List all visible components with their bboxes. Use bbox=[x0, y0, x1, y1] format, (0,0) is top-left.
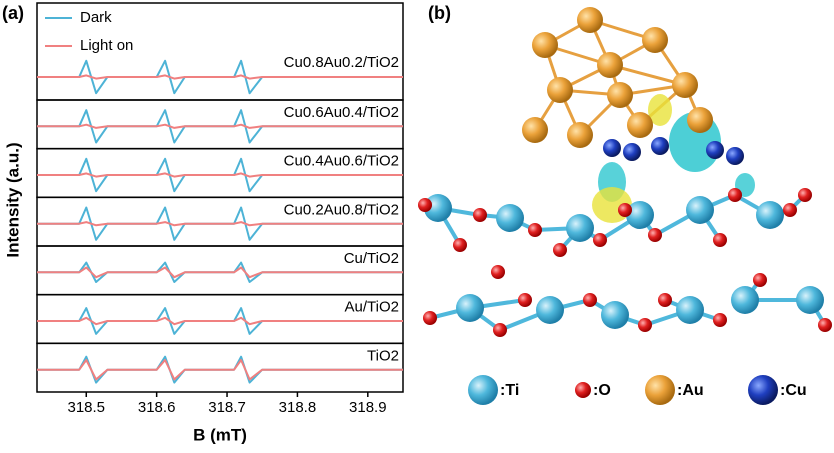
sample-label: TiO2 bbox=[367, 347, 399, 364]
x-tick-label: 318.8 bbox=[279, 399, 317, 416]
legend-label: :Ti bbox=[500, 382, 519, 399]
x-tick-label: 318.7 bbox=[208, 399, 246, 416]
spectrum-line bbox=[37, 266, 403, 279]
spectrum-line bbox=[37, 74, 403, 80]
subplot-frame bbox=[36, 342, 404, 393]
legend-label: :Au bbox=[677, 382, 704, 399]
sample-label: Cu0.2Au0.8/TiO2 bbox=[284, 201, 399, 218]
panel-label: (a) bbox=[2, 3, 24, 23]
legend-label: Light on bbox=[80, 37, 133, 54]
legend-label: Dark bbox=[80, 9, 112, 26]
spectrum-line bbox=[37, 172, 403, 178]
spectrum-line bbox=[37, 316, 403, 326]
x-tick-label: 318.9 bbox=[349, 399, 387, 416]
structure bbox=[418, 7, 832, 405]
legend-label: :Cu bbox=[780, 382, 807, 399]
sample-label: Cu0.8Au0.2/TiO2 bbox=[284, 54, 399, 71]
spectrum-line bbox=[37, 123, 403, 129]
sample-label: Cu0.4Au0.6/TiO2 bbox=[284, 153, 399, 170]
legend-label: :O bbox=[593, 382, 611, 399]
panel-label: (b) bbox=[428, 3, 451, 23]
x-tick-label: 318.5 bbox=[67, 399, 105, 416]
sample-label: Au/TiO2 bbox=[345, 299, 399, 316]
spectrum-line bbox=[37, 221, 403, 227]
sample-label: Cu/TiO2 bbox=[344, 250, 399, 267]
spectrum-line bbox=[37, 359, 403, 381]
y-axis-label: Intensity (a.u.) bbox=[3, 142, 22, 257]
sample-label: Cu0.6Au0.4/TiO2 bbox=[284, 104, 399, 121]
x-tick-label: 318.6 bbox=[138, 399, 176, 416]
x-axis-label: B (mT) bbox=[193, 425, 247, 444]
